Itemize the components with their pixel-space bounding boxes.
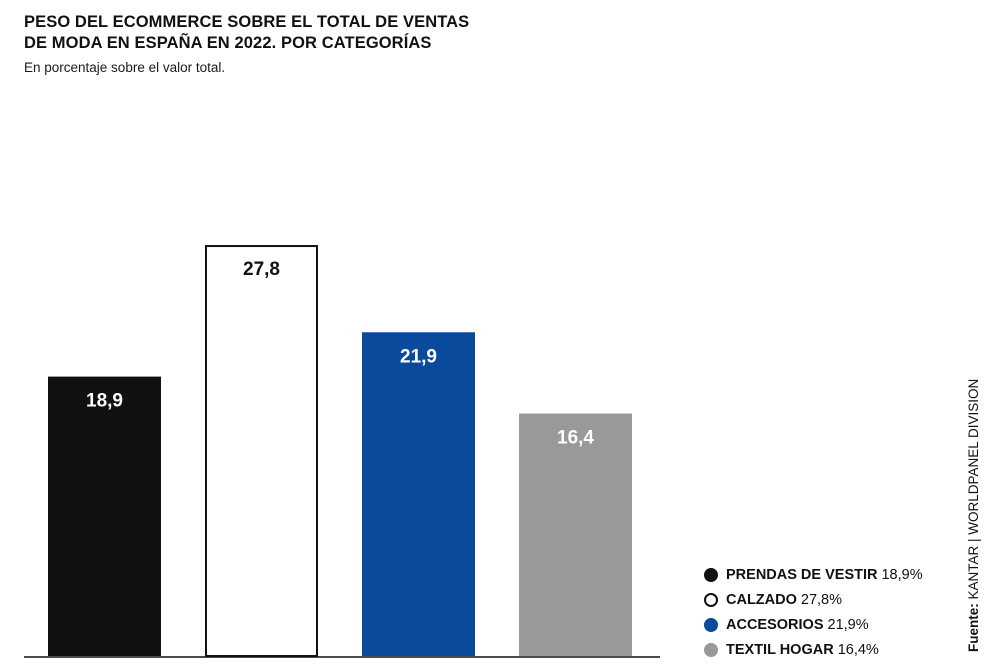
bar-textil-hogar [519,413,632,656]
legend-label: ACCESORIOS [726,616,824,633]
legend-value: 18,9% [881,566,923,583]
bar-value-label: 16,4 [557,428,594,449]
bar-calzado [205,245,318,657]
legend-label: TEXTIL HOGAR [726,641,834,658]
legend-item-prendas-de-vestir: PRENDAS DE VESTIR 18,9% [704,562,954,587]
chart-title: PESO DEL ECOMMERCE SOBRE EL TOTAL DE VEN… [24,12,644,54]
source-note: Fuente: KANTAR | WORLDPANEL DIVISION [966,379,982,652]
bar-accesorios [362,332,475,656]
legend-label: PRENDAS DE VESTIR [726,566,878,583]
source-text: KANTAR | WORLDPANEL DIVISION [966,378,981,604]
legend-value: 16,4% [837,641,879,658]
bar-prendas-de-vestir [48,376,161,656]
source-label: Fuente: [966,603,981,652]
legend-swatch [704,567,718,582]
bar-value-label: 21,9 [400,346,437,367]
legend-item-calzado: CALZADO 27,8% [704,587,954,612]
bar-value-label: 18,9 [86,391,123,412]
legend-value: 27,8% [800,591,843,608]
chart-legend: PRENDAS DE VESTIR 18,9% CALZADO 27,8% AC… [704,562,954,662]
legend-value: 21,9% [827,616,869,633]
legend-swatch [704,642,718,657]
legend-item-textil-hogar: TEXTIL HOGAR 16,4% [704,637,954,662]
legend-item-accesorios: ACCESORIOS 21,9% [704,612,954,637]
legend-swatch [704,617,718,632]
chart-title-line-1: PESO DEL ECOMMERCE SOBRE EL TOTAL DE VEN… [24,13,470,31]
legend-swatch [704,592,718,607]
chart-subtitle: En porcentaje sobre el valor total. [24,60,226,75]
bar-value-label: 27,8 [243,259,280,280]
chart-title-line-2: DE MODA EN ESPAÑA EN 2022. POR CATEGORÍA… [24,34,432,52]
legend-label: CALZADO [726,591,797,608]
